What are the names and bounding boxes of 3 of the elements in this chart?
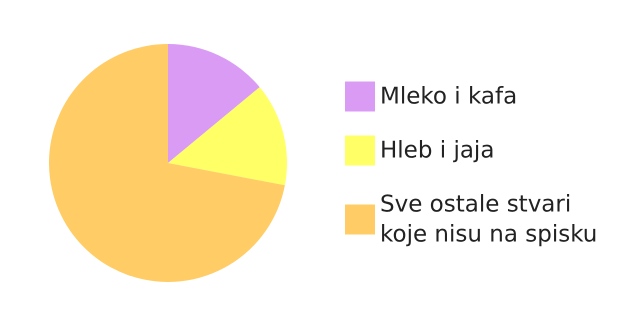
legend-label: Mleko i kafa <box>380 84 518 110</box>
legend-label: Sve ostale stvari koje nisu na spisku <box>380 192 598 248</box>
legend-label: Hleb i jaja <box>380 138 494 164</box>
